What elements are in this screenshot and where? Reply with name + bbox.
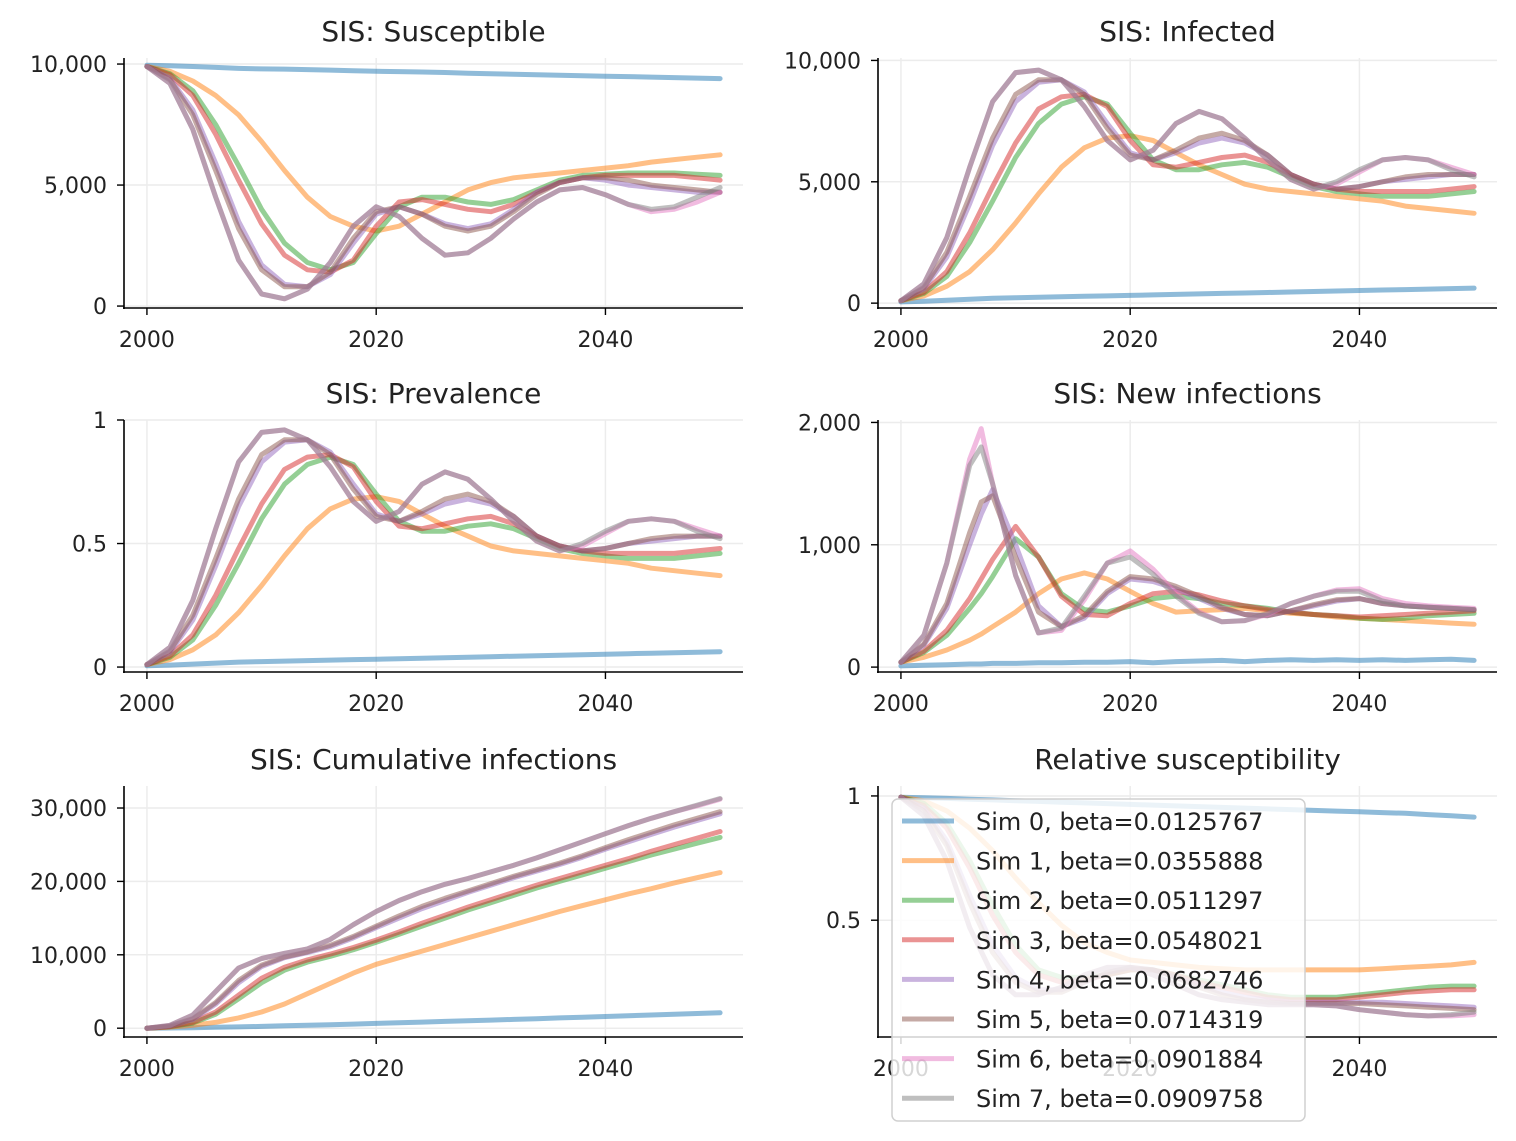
y-tick-label: 0: [93, 656, 107, 681]
x-tick-label: 2020: [348, 328, 404, 353]
subplot-title: SIS: Susceptible: [321, 15, 545, 48]
series-line-sim-5: [144, 437, 723, 668]
series-line-sim-7: [898, 444, 1477, 665]
series-line-sim-3: [144, 829, 723, 1031]
subplot-1: 2000 2020 2040 0 5,000 10,000 SIS: Susceptible: [30, 15, 743, 353]
x-tick-label: 2040: [577, 328, 633, 353]
legend-label: Sim 1, beta=0.0355888: [976, 848, 1263, 876]
series-line-sim-0: [144, 1010, 723, 1031]
series-line-sim-6: [898, 67, 1477, 304]
series-line-sim-7: [144, 796, 723, 1031]
y-tick-label: 1: [847, 785, 861, 810]
legend-label: Sim 2, beta=0.0511297: [976, 887, 1263, 915]
series-line-sim-5: [898, 493, 1477, 665]
series-line-sim-0: [144, 649, 723, 669]
legend-label: Sim 5, beta=0.0714319: [976, 1006, 1263, 1034]
subplot-5: 2000 2020 2040 0 10,000 20,000 30,000 SIS: Cumu…: [30, 743, 743, 1082]
legend-label: Sim 6, beta=0.0901884: [976, 1046, 1263, 1074]
series-line-sim-2: [898, 94, 1477, 304]
series-line-sim-5: [144, 809, 723, 1031]
y-tick-label: 10,000: [30, 53, 107, 78]
series-line-sim-7: [144, 64, 723, 302]
series-line-sim-3: [144, 452, 723, 668]
series-line-sim-3: [144, 64, 723, 275]
legend: Sim 0, beta=0.0125767 Sim 1, beta=0.03558…: [891, 798, 1306, 1122]
y-tick-label: 10,000: [784, 49, 861, 74]
series-line-sim-6: [144, 427, 723, 668]
legend-frame: [891, 798, 1306, 1122]
series-line-sim-4: [898, 487, 1477, 665]
y-tick-label: 2,000: [798, 411, 861, 436]
subplot-title: SIS: Cumulative infections: [250, 743, 617, 776]
subplot-4: 2000 2020 2040 0 1,000 2,000 SIS: New infectio…: [798, 377, 1497, 717]
series-line-sim-3: [898, 91, 1477, 304]
subplot-title: SIS: New infections: [1053, 377, 1321, 410]
series-line-sim-5: [144, 64, 723, 290]
x-tick-label: 2000: [119, 328, 175, 353]
y-tick-label: 0.5: [72, 533, 107, 558]
series-line-sim-0: [144, 62, 723, 82]
legend-label: Sim 4, beta=0.0682746: [976, 966, 1263, 994]
y-tick-label: 0: [847, 292, 861, 317]
y-tick-label: 0: [847, 656, 861, 681]
series-line-sim-0: [898, 285, 1477, 305]
series-line-sim-1: [144, 870, 723, 1031]
y-tick-label: 0.5: [826, 909, 861, 934]
x-tick-label: 2020: [348, 1057, 404, 1082]
series-line-sim-6: [144, 796, 723, 1031]
series-line-sim-1: [144, 494, 723, 668]
subplot-2: 2000 2020 2040 0 5,000 10,000 SIS: Infected: [784, 15, 1497, 353]
x-tick-label: 2000: [119, 692, 175, 717]
subplot-title: SIS: Infected: [1099, 15, 1276, 48]
series-line-sim-5: [898, 77, 1477, 304]
y-tick-label: 5,000: [44, 174, 107, 199]
series-line-sim-7: [898, 67, 1477, 304]
legend-label: Sim 7, beta=0.0909758: [976, 1085, 1263, 1113]
y-tick-label: 20,000: [30, 870, 107, 895]
legend-label: Sim 0, beta=0.0125767: [976, 808, 1263, 836]
x-tick-label: 2040: [1331, 328, 1387, 353]
x-tick-label: 2040: [577, 1057, 633, 1082]
y-tick-label: 5,000: [798, 171, 861, 196]
y-tick-label: 10,000: [30, 944, 107, 969]
x-tick-label: 2020: [348, 692, 404, 717]
y-tick-label: 0: [93, 295, 107, 320]
x-tick-label: 2020: [1102, 328, 1158, 353]
subplot-title: Relative susceptibility: [1034, 743, 1341, 776]
y-tick-label: 30,000: [30, 797, 107, 822]
x-tick-label: 2040: [1331, 1057, 1387, 1082]
y-tick-label: 0: [93, 1017, 107, 1042]
x-tick-label: 2040: [577, 692, 633, 717]
series-line-sim-1: [144, 64, 723, 234]
y-tick-label: 1,000: [798, 534, 861, 559]
x-tick-label: 2020: [1102, 692, 1158, 717]
x-tick-label: 2000: [873, 328, 929, 353]
x-tick-label: 2040: [1331, 692, 1387, 717]
x-tick-label: 2000: [119, 1057, 175, 1082]
series-line-sim-1: [898, 133, 1477, 304]
x-tick-label: 2000: [873, 692, 929, 717]
series-line-sim-0: [898, 656, 1477, 669]
series-line-sim-7: [144, 427, 723, 668]
series-line-sim-2: [144, 834, 723, 1031]
subplot-title: SIS: Prevalence: [326, 377, 542, 410]
legend-label: Sim 3, beta=0.0548021: [976, 927, 1263, 955]
subplot-3: 2000 2020 2040 0 0.5 1 SIS: Prevalence: [72, 377, 743, 717]
y-tick-label: 1: [93, 409, 107, 434]
series-line-sim-2: [144, 454, 723, 668]
